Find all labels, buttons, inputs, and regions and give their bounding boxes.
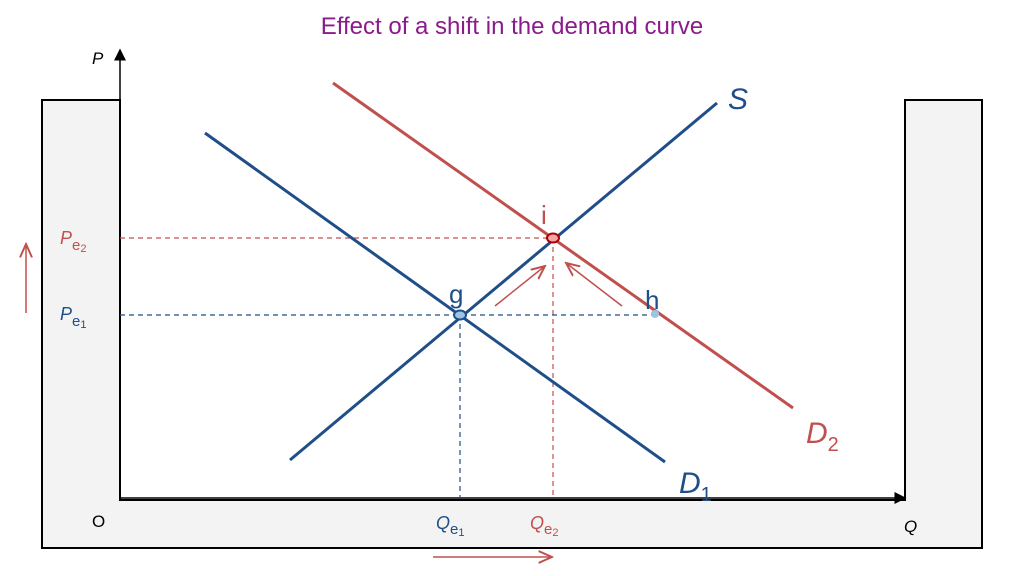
demand2-curve [332,81,794,410]
point-h [651,310,659,318]
point-label: h [645,285,659,315]
level-main: Q [436,513,450,533]
curve-label: D1 [679,467,712,506]
shift-arrow [494,266,545,307]
level-sub: e [72,237,80,254]
level-main: Q [530,513,544,533]
curve-label: S [728,83,748,116]
shift-arrow [566,263,623,307]
level-subsub: 1 [458,527,464,539]
demand1-curve [204,131,666,464]
title: Effect of a shift in the demand curve [321,13,703,40]
curve-label-main: D [679,467,701,500]
level-label: Qe2 [530,513,558,539]
point-label: g [449,279,463,309]
level-sub: e [544,521,552,538]
point-label: i [541,200,547,230]
level-subsub: 2 [552,527,558,539]
level-subsub: 2 [80,243,86,255]
level-label: Pe1 [60,304,86,331]
point-i [546,232,560,244]
level-label: Qe1 [436,513,464,539]
level-sub: e [450,521,458,538]
origin-label: O [92,512,105,531]
level-sub: e [72,313,80,330]
x-axis-label: Q [904,517,917,536]
point-g [453,309,467,321]
curve-label-sub: 1 [701,484,712,506]
y-axis-label: P [92,49,104,68]
level-label: Pe2 [60,228,86,255]
level-main: P [60,304,72,324]
level-main: P [60,228,72,248]
level-subsub: 1 [80,319,86,331]
guides [120,237,655,498]
frame [41,99,983,549]
curve-label: D2 [806,417,839,456]
curve-label-main: D [806,417,828,450]
curve-label-sub: 2 [828,434,839,456]
supply-curve [289,101,718,462]
